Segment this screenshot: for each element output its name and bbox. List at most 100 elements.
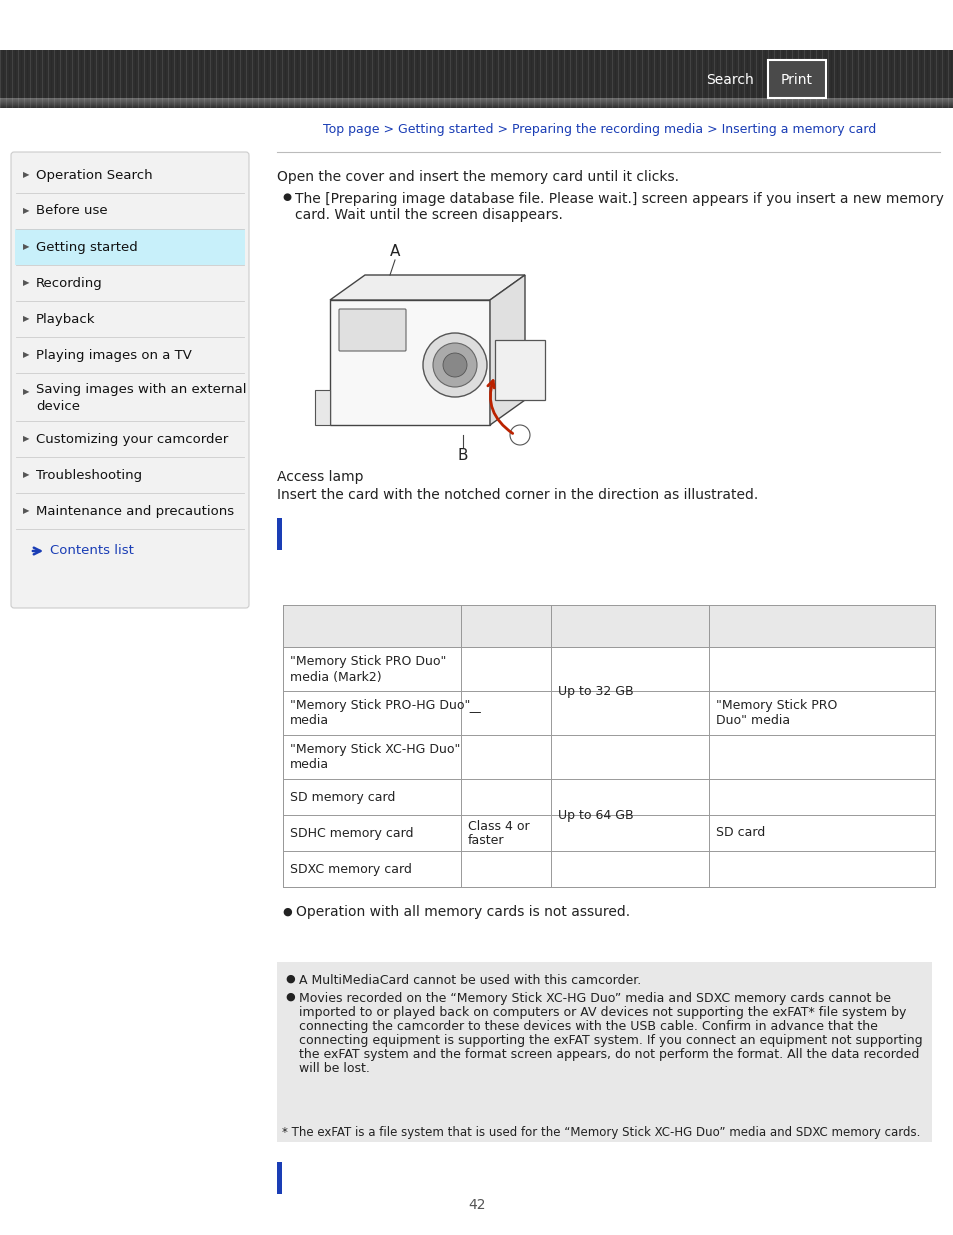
Bar (92, 49, 94, 107)
Bar (267, 49, 268, 107)
Polygon shape (330, 300, 490, 425)
Bar (276, 517, 282, 550)
Text: B: B (457, 447, 468, 462)
Bar (699, 49, 700, 107)
Bar (0, 49, 953, 107)
Bar (254, 49, 256, 107)
Bar (201, 49, 202, 107)
Text: "Memory Stick PRO: "Memory Stick PRO (716, 699, 837, 713)
Bar (920, 49, 922, 107)
Bar (225, 49, 226, 107)
Bar (821, 49, 822, 107)
Bar (306, 49, 307, 107)
Bar (213, 49, 214, 107)
Bar (275, 49, 277, 107)
Bar (414, 49, 416, 107)
Bar (393, 49, 395, 107)
Bar (180, 49, 181, 107)
Bar (45, 49, 47, 107)
Bar (728, 49, 730, 107)
Bar (842, 49, 843, 107)
Bar (731, 49, 733, 107)
Text: Class 4 or: Class 4 or (468, 820, 529, 832)
Bar (461, 49, 463, 107)
Bar (944, 49, 945, 107)
Bar (345, 49, 346, 107)
Text: SDXC memory card: SDXC memory card (290, 862, 412, 876)
Text: Search: Search (705, 73, 753, 88)
Text: ▶: ▶ (23, 435, 30, 443)
Bar (527, 49, 529, 107)
Bar (680, 49, 681, 107)
Text: —: — (468, 706, 480, 720)
Bar (863, 49, 864, 107)
Bar (887, 49, 888, 107)
Bar (87, 49, 89, 107)
Bar (725, 49, 727, 107)
Bar (12, 49, 13, 107)
Bar (42, 49, 44, 107)
Bar (675, 49, 676, 107)
Text: Open the cover and insert the memory card until it clicks.: Open the cover and insert the memory car… (276, 170, 679, 184)
Bar (902, 49, 903, 107)
Bar (338, 49, 340, 107)
Bar (440, 49, 442, 107)
Bar (471, 49, 472, 107)
Bar (132, 49, 133, 107)
Bar (18, 49, 19, 107)
Bar (144, 49, 146, 107)
Text: the exFAT system and the format screen appears, do not perform the format. All t: the exFAT system and the format screen a… (298, 1049, 919, 1061)
Bar (9, 49, 10, 107)
Bar (426, 49, 427, 107)
Bar (117, 49, 118, 107)
Bar (135, 49, 136, 107)
Bar (30, 49, 31, 107)
Text: "Memory Stick XC-HG Duo": "Memory Stick XC-HG Duo" (290, 743, 460, 757)
Bar (605, 49, 607, 107)
Bar (950, 49, 951, 107)
Bar (815, 49, 817, 107)
Bar (36, 49, 37, 107)
Text: A: A (390, 245, 399, 259)
Bar (171, 49, 172, 107)
Text: * The exFAT is a file system that is used for the “Memory Stick XC-HG Duo” media: * The exFAT is a file system that is use… (282, 1126, 920, 1139)
Text: media: media (290, 715, 329, 727)
Bar (380, 49, 382, 107)
Bar (495, 49, 496, 107)
Bar (717, 49, 718, 107)
Bar (893, 49, 895, 107)
Bar (534, 49, 535, 107)
Bar (395, 49, 397, 107)
Bar (899, 49, 901, 107)
Text: Troubleshooting: Troubleshooting (36, 468, 142, 482)
Text: Insert the card with the notched corner in the direction as illustrated.: Insert the card with the notched corner … (276, 488, 758, 501)
Bar (443, 49, 445, 107)
Bar (366, 49, 367, 107)
Bar (456, 49, 457, 107)
Bar (560, 49, 562, 107)
Bar (563, 49, 565, 107)
Bar (861, 49, 862, 107)
Bar (294, 49, 295, 107)
Bar (890, 49, 892, 107)
Bar (309, 49, 310, 107)
Bar (283, 647, 934, 887)
Bar (482, 49, 484, 107)
Bar (623, 49, 625, 107)
Bar (246, 49, 247, 107)
Bar (405, 49, 406, 107)
Text: ▶: ▶ (23, 170, 30, 179)
Bar (770, 49, 772, 107)
Polygon shape (495, 340, 544, 400)
Bar (108, 49, 110, 107)
Bar (159, 49, 160, 107)
Bar (204, 49, 205, 107)
Bar (387, 49, 388, 107)
Bar (566, 49, 568, 107)
Bar (90, 49, 91, 107)
Bar (327, 49, 328, 107)
Bar (71, 49, 73, 107)
Bar (935, 49, 937, 107)
Bar (228, 49, 230, 107)
Text: Operation with all memory cards is not assured.: Operation with all memory cards is not a… (295, 905, 630, 919)
